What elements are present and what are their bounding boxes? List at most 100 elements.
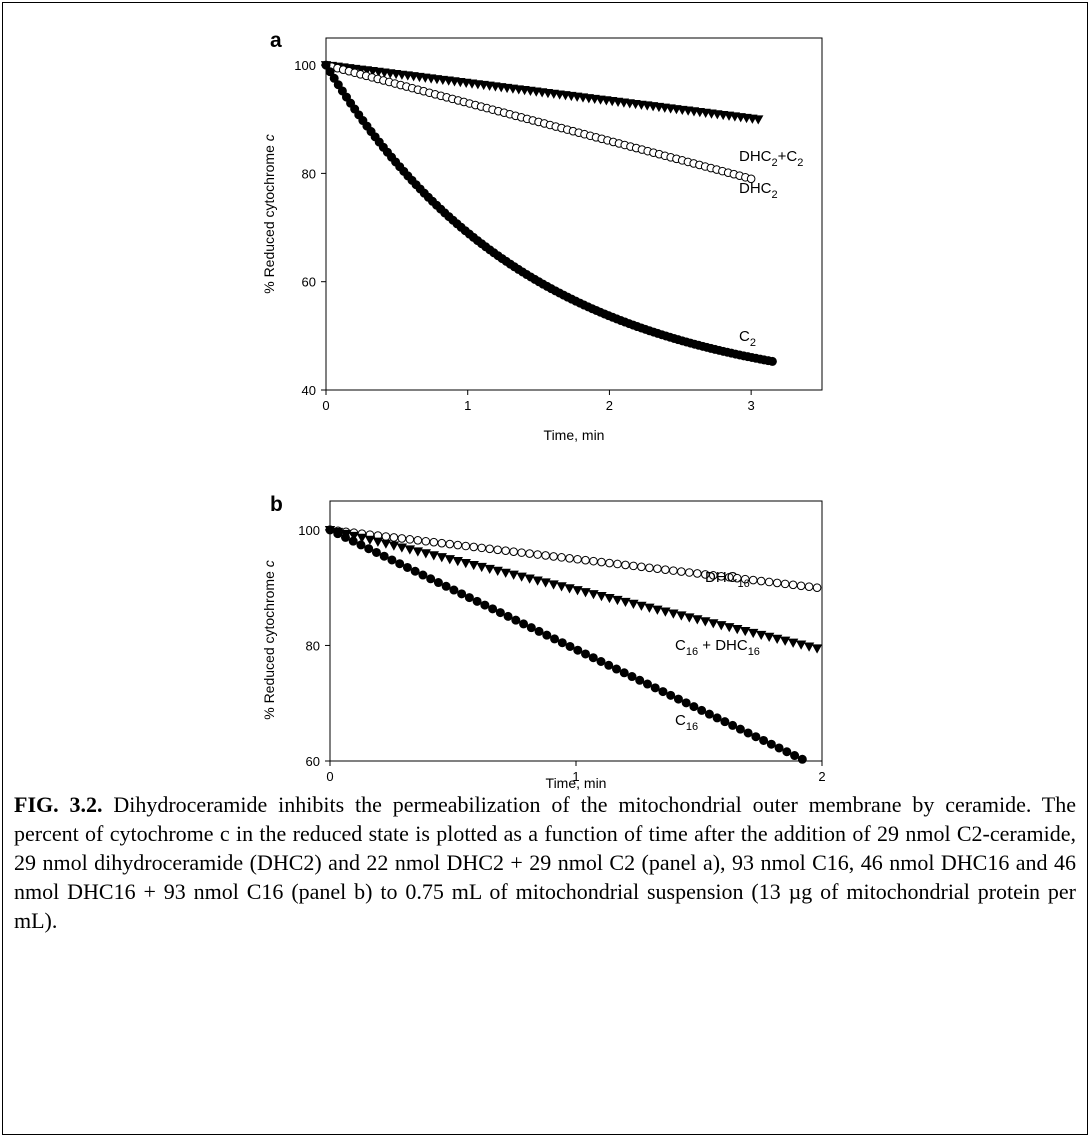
panel-b-label-dhc16: DHC16 (705, 569, 750, 590)
panel-b-point (759, 735, 769, 745)
panel-b-point (724, 623, 735, 633)
panel-b-point (441, 581, 451, 591)
panel-b-series (324, 525, 823, 764)
panel-b-point (457, 589, 467, 599)
panel-b-point (743, 728, 753, 738)
panel-b-point (426, 574, 436, 584)
panel-b-point (780, 579, 790, 589)
panel-b-point (596, 592, 607, 602)
panel-a-point (321, 60, 331, 70)
panel-b-point (708, 619, 719, 629)
panel-b-point (540, 578, 551, 588)
panel-b-point (428, 551, 439, 561)
panel-b-point (588, 590, 599, 600)
panel-b-point (774, 743, 784, 753)
chart-panel-a: a 0 1 2 3 40 60 80 100 Time, min % Reduced cyto… (261, 29, 823, 443)
panel-b-point (445, 539, 455, 549)
panel-b-point (371, 547, 381, 557)
panel-b-point (468, 560, 479, 571)
panel-b-point (756, 630, 767, 641)
panel-b-point (564, 584, 575, 594)
panel-b-point (534, 626, 544, 636)
caption-text: Dihydroceramide inhibits the permeabiliz… (14, 792, 1076, 933)
panel-b-point (421, 536, 431, 546)
panel-b-point (720, 717, 730, 727)
panel-b-point (395, 559, 405, 569)
panel-b-point (488, 604, 498, 614)
panel-b-point (501, 546, 510, 556)
panel-b-point (556, 582, 567, 592)
panel-b-point (503, 611, 513, 621)
panel-a-x-tick-label: 2 (606, 398, 613, 413)
panel-b-point (348, 531, 360, 542)
panel-a-label-dhc2-c2: DHC2+C2 (739, 148, 803, 169)
panel-b-point (628, 599, 639, 609)
panel-b-point (444, 555, 455, 565)
panel-b-point (380, 539, 392, 549)
panel-b-point (771, 634, 783, 644)
panel-b-point (472, 596, 482, 606)
panel-b-point (573, 645, 583, 655)
panel-b-point (644, 603, 655, 613)
panel-b-point (388, 541, 400, 551)
panel-b-x-axis-label: Time, min (546, 775, 607, 790)
panel-b-point (477, 543, 487, 553)
panel-b-point (804, 582, 814, 592)
panel-b-point (693, 569, 702, 578)
panel-b-point (461, 541, 471, 551)
panel-b-point (516, 572, 527, 582)
figure-plots: a 0 1 2 3 40 60 80 100 Time, min % Reduced cyto… (261, 29, 826, 790)
panel-b-point (480, 600, 490, 610)
panel-b-point (677, 567, 686, 576)
panel-b-point (469, 542, 479, 552)
panel-b-point (766, 739, 776, 749)
panel-b-point (420, 549, 432, 559)
panel-b-point (519, 619, 529, 629)
panel-b-label-c16-dhc16: C16 + DHC16 (675, 637, 760, 658)
panel-b-point (751, 732, 761, 742)
panel-a-point (341, 92, 351, 102)
chart-panel-b: b 0 1 2 60 80 100 Time, min % Reduced cytochr… (261, 493, 826, 790)
panel-b-point (636, 601, 647, 611)
panel-b-point (621, 560, 630, 570)
panel-b-point (437, 538, 447, 548)
panel-b-point (627, 672, 637, 682)
panel-b-label-c16: C16 (675, 712, 698, 733)
panel-b-x-tick-label: 0 (326, 769, 333, 784)
panel-b-point (460, 558, 471, 569)
panel-b-point (748, 575, 758, 585)
panel-b-point (735, 724, 745, 734)
panel-b-point (453, 540, 463, 550)
panel-b-point (612, 595, 623, 606)
panel-a-point (767, 356, 777, 366)
panel-b-point (716, 621, 727, 631)
panel-b-point (429, 537, 439, 547)
panel-b-letter: b (270, 493, 283, 516)
figure-caption: FIG. 3.2. Dihydroceramide inhibits the p… (14, 790, 1076, 935)
panel-b-y-tick-label: 100 (298, 523, 320, 538)
panel-b-point (779, 636, 791, 646)
panel-a-axes: 0 1 2 3 40 60 80 100 (294, 58, 754, 413)
panel-b-point (796, 581, 806, 591)
panel-b-point (673, 694, 683, 704)
panel-a-x-tick-label: 0 (322, 398, 329, 413)
panel-b-point (692, 615, 703, 625)
panel-a-plot-frame (325, 37, 823, 391)
panel-b-point (410, 566, 420, 576)
panel-b-point (676, 611, 687, 621)
panel-b-point (405, 535, 415, 544)
panel-a-point (325, 67, 335, 77)
panel-b-point (550, 634, 560, 644)
panel-b-point (795, 640, 807, 650)
panel-b-point (548, 580, 559, 590)
panel-a-y-tick-label: 60 (302, 275, 316, 290)
panel-a-x-axis-label: Time, min (544, 427, 605, 443)
panel-b-point (495, 608, 505, 618)
panel-b-point (418, 570, 428, 580)
panel-b-point (508, 570, 519, 580)
panel-b-point (588, 653, 598, 663)
panel-a-point (337, 86, 347, 96)
panel-b-point (372, 537, 384, 547)
panel-b-point (728, 720, 738, 730)
